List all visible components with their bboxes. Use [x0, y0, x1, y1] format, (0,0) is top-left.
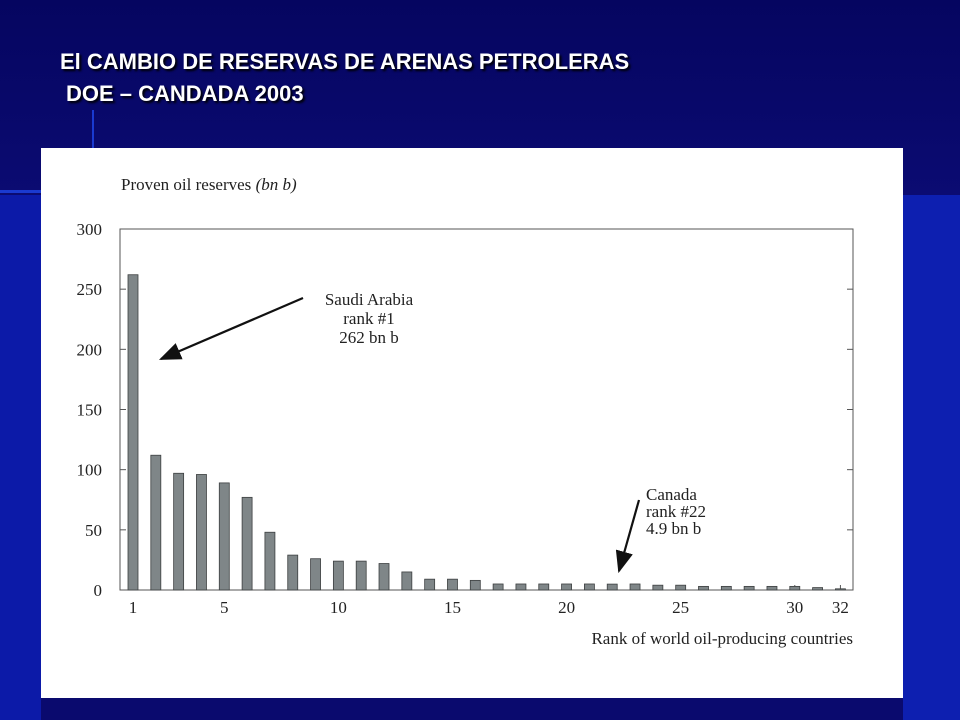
bar [469, 579, 481, 591]
bar [332, 560, 344, 591]
y-tick-label: 150 [77, 401, 103, 420]
x-tick-label: 1 [129, 598, 138, 617]
background-right-band [903, 195, 960, 720]
annotation-line: Saudi Arabia [325, 290, 414, 309]
bar [720, 585, 732, 591]
slide-title-line1: El CAMBIO DE RESERVAS DE ARENAS PETROLER… [60, 49, 630, 74]
bar [218, 482, 230, 591]
bar [447, 578, 458, 591]
x-tick-label: 32 [832, 598, 849, 617]
annotation-canada: Canada rank #22 4.9 bn b [646, 485, 706, 538]
x-tick-label: 30 [786, 598, 803, 617]
y-axis-label-unit: (bn b) [256, 175, 297, 194]
y-axis-label-text: Proven oil reserves [121, 175, 251, 194]
bar [127, 274, 139, 591]
bar [789, 585, 801, 591]
slide-title-line2: DOE – CANDADA 2003 [66, 81, 304, 106]
bar [287, 554, 299, 591]
bar [401, 571, 413, 591]
decorative-line [0, 190, 41, 193]
y-axis-label: Proven oil reserves (bn b) [121, 175, 297, 194]
bar [561, 583, 572, 591]
bar [538, 583, 550, 591]
y-tick-label: 250 [77, 280, 103, 299]
x-tick-label: 15 [444, 598, 461, 617]
bar [835, 588, 846, 591]
y-tick-label: 100 [77, 461, 103, 480]
annotation-saudi-arabia: Saudi Arabia rank #1 262 bn b [325, 290, 414, 347]
x-axis-label: Rank of world oil-producing countries [591, 629, 853, 648]
chart-panel: Proven oil reserves (bn b) Rank of world… [41, 148, 903, 698]
bar [629, 583, 641, 591]
slide-title: El CAMBIO DE RESERVAS DE ARENAS PETROLER… [60, 46, 629, 110]
x-tick-label: 10 [330, 598, 347, 617]
bar [196, 474, 207, 591]
x-tick-label: 20 [558, 598, 575, 617]
y-tick-label: 0 [94, 581, 103, 600]
bar [264, 531, 276, 591]
bar [515, 583, 527, 591]
bar [743, 585, 755, 591]
y-tick-label: 300 [77, 220, 103, 239]
plot-frame [119, 228, 854, 591]
y-tick-label: 200 [77, 340, 103, 359]
bar [652, 584, 664, 591]
annotation-arrow [615, 499, 641, 574]
bar-chart: Proven oil reserves (bn b) Rank of world… [77, 175, 854, 648]
annotation-line: rank #22 [646, 502, 706, 521]
bar [766, 585, 778, 591]
annotation-line: rank #1 [343, 309, 394, 328]
bar [698, 585, 709, 591]
y-tick-label: 50 [85, 521, 102, 540]
bar [173, 472, 185, 591]
bar [424, 578, 436, 591]
x-tick-label: 5 [220, 598, 229, 617]
bar [310, 558, 321, 591]
bar [492, 583, 504, 591]
bar [241, 496, 253, 591]
bar [606, 583, 618, 591]
annotation-line: Canada [646, 485, 697, 504]
bar [378, 563, 390, 591]
bar [355, 560, 367, 591]
bar [150, 454, 162, 591]
x-tick-label: 25 [672, 598, 689, 617]
decorative-line [92, 110, 94, 150]
background-left-band [0, 195, 41, 720]
bar [584, 583, 595, 591]
bar [812, 587, 823, 591]
bar [675, 584, 687, 591]
annotation-line: 262 bn b [339, 328, 399, 347]
annotation-line: 4.9 bn b [646, 519, 701, 538]
annotation-arrow [158, 296, 304, 361]
